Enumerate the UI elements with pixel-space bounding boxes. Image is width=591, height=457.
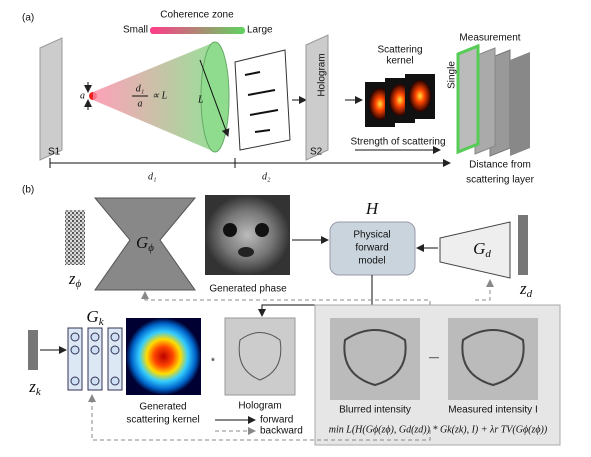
- text: S2: [310, 147, 323, 158]
- sub-label: zd: [519, 279, 533, 300]
- text: Hologram: [238, 401, 281, 412]
- symbol: z: [68, 269, 76, 288]
- text: Large: [247, 25, 273, 36]
- text: Small: [123, 25, 148, 36]
- text: —: [429, 353, 439, 364]
- text: Distance from: [469, 160, 531, 171]
- sub-label: Gϕ: [136, 233, 154, 254]
- text: Hologram: [317, 53, 328, 96]
- text: Coherence zone: [160, 10, 234, 21]
- panel-label: (b): [22, 185, 34, 196]
- legend-label: forward: [260, 415, 293, 426]
- text: a: [80, 90, 85, 101]
- text: Measured intensity I: [448, 405, 538, 416]
- text: d₁: [148, 171, 156, 182]
- text: S1: [48, 147, 61, 158]
- text: Single: [447, 61, 458, 89]
- text: ∝ L: [152, 90, 168, 101]
- subscript: k: [36, 386, 42, 398]
- sub-label: Gk: [86, 307, 104, 328]
- text: Generated: [139, 402, 186, 413]
- text: Strength of scattering: [350, 137, 445, 148]
- text: L: [197, 94, 204, 105]
- subscript: d: [485, 248, 491, 260]
- panel-label: (a): [22, 13, 34, 24]
- text: *: [211, 357, 215, 368]
- labels: (a) Coherence zone Small Large a d₁ a ∝ …: [22, 10, 548, 437]
- text: Blurred intensity: [339, 405, 411, 416]
- subscript: ϕ: [148, 242, 154, 254]
- text: model: [358, 256, 385, 267]
- sub-label: Gd: [473, 239, 491, 260]
- subscript: k: [99, 316, 105, 328]
- text: forward: [355, 243, 388, 254]
- sub-label: zk: [28, 377, 42, 398]
- symbol: G: [136, 233, 148, 252]
- panel-b-shapes: [28, 195, 561, 446]
- text: scattering kernel: [126, 415, 199, 426]
- subscript: ϕ: [75, 278, 81, 290]
- text: Scattering: [377, 45, 422, 56]
- text: d₁: [136, 83, 144, 94]
- text: d₂: [262, 171, 271, 182]
- symbol: z: [28, 377, 36, 396]
- symbol: G: [473, 239, 485, 258]
- sub-label: zϕ: [68, 269, 82, 290]
- text: scattering layer: [466, 175, 534, 186]
- text: Generated phase: [209, 284, 287, 295]
- panel-a-shapes: [39, 27, 530, 168]
- text: H: [365, 199, 380, 218]
- loss-formula: min L(H(Gϕ(zϕ), Gd(zd)) * Gk(zk), I) + λ…: [329, 424, 548, 435]
- text: Measurement: [459, 33, 520, 44]
- text: Physical: [353, 230, 390, 241]
- text: a: [138, 98, 143, 109]
- subscript: d: [527, 288, 533, 300]
- legend-label: backward: [260, 426, 303, 437]
- symbol: G: [86, 307, 98, 326]
- symbol: z: [519, 279, 527, 298]
- text: kernel: [386, 56, 413, 67]
